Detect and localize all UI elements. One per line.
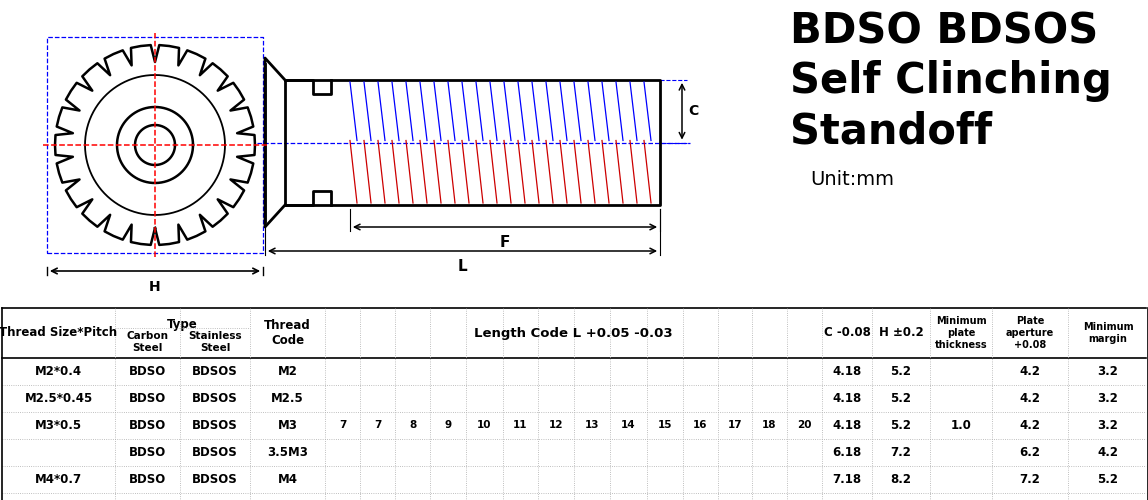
Text: H ±0.2: H ±0.2 <box>878 326 923 340</box>
Text: BDSOS: BDSOS <box>192 392 238 405</box>
Text: M2.5: M2.5 <box>271 392 304 405</box>
Text: F: F <box>499 235 510 250</box>
Text: 7.18: 7.18 <box>832 473 861 486</box>
Text: 5.2: 5.2 <box>891 419 912 432</box>
Text: Thread Size*Pitch: Thread Size*Pitch <box>0 326 117 340</box>
Text: 4.18: 4.18 <box>832 419 862 432</box>
Text: 7: 7 <box>339 420 347 430</box>
Text: 1.0: 1.0 <box>951 419 971 432</box>
Text: Standoff: Standoff <box>790 110 992 152</box>
Text: 5.2: 5.2 <box>891 365 912 378</box>
Text: 7.2: 7.2 <box>891 446 912 459</box>
Text: 18: 18 <box>762 420 777 430</box>
Text: M3: M3 <box>278 419 297 432</box>
Text: 20: 20 <box>797 420 812 430</box>
Text: BDSOS: BDSOS <box>192 473 238 486</box>
Text: C: C <box>688 104 698 118</box>
Text: 7: 7 <box>374 420 381 430</box>
Text: Thread
Code: Thread Code <box>264 319 311 347</box>
Text: L: L <box>458 259 467 274</box>
Text: C -0.08: C -0.08 <box>823 326 870 340</box>
Text: M2: M2 <box>278 365 297 378</box>
Text: M2.5*0.45: M2.5*0.45 <box>24 392 93 405</box>
Text: BDSO: BDSO <box>129 446 166 459</box>
Text: Minimum
margin: Minimum margin <box>1083 322 1133 344</box>
Text: 3.2: 3.2 <box>1097 419 1118 432</box>
Text: 13: 13 <box>584 420 599 430</box>
Text: 9: 9 <box>444 420 451 430</box>
Text: 6.2: 6.2 <box>1019 446 1040 459</box>
Text: 16: 16 <box>693 420 708 430</box>
Text: 5.2: 5.2 <box>891 392 912 405</box>
Text: 10: 10 <box>478 420 491 430</box>
Text: 5.2: 5.2 <box>1097 473 1118 486</box>
Text: 3.2: 3.2 <box>1097 392 1118 405</box>
Text: 14: 14 <box>621 420 636 430</box>
Text: BDSO: BDSO <box>129 392 166 405</box>
Text: M4: M4 <box>278 473 297 486</box>
Text: 4.2: 4.2 <box>1097 446 1118 459</box>
Text: 3.5M3: 3.5M3 <box>267 446 308 459</box>
Text: 8.2: 8.2 <box>891 473 912 486</box>
Text: 4.18: 4.18 <box>832 365 862 378</box>
Text: 4.2: 4.2 <box>1019 392 1040 405</box>
Text: BDSOS: BDSOS <box>192 419 238 432</box>
Text: Carbon
Steel: Carbon Steel <box>126 331 169 352</box>
Text: Length Code L +0.05 -0.03: Length Code L +0.05 -0.03 <box>474 326 673 340</box>
Text: BDSOS: BDSOS <box>192 365 238 378</box>
Text: BDSOS: BDSOS <box>192 446 238 459</box>
Text: Self Clinching: Self Clinching <box>790 60 1112 102</box>
Text: 12: 12 <box>549 420 564 430</box>
Text: M4*0.7: M4*0.7 <box>34 473 82 486</box>
Text: Plate
aperture
+0.08: Plate aperture +0.08 <box>1006 316 1054 350</box>
Text: BDSO: BDSO <box>129 419 166 432</box>
Text: H: H <box>149 280 161 294</box>
Text: 15: 15 <box>658 420 673 430</box>
Text: 8: 8 <box>409 420 416 430</box>
Text: BDSO: BDSO <box>129 473 166 486</box>
Text: 6.18: 6.18 <box>832 446 862 459</box>
Text: 7.2: 7.2 <box>1019 473 1040 486</box>
Text: BDSO: BDSO <box>129 365 166 378</box>
Text: 4.18: 4.18 <box>832 392 862 405</box>
Text: 17: 17 <box>728 420 743 430</box>
Text: Minimum
plate
thickness: Minimum plate thickness <box>934 316 987 350</box>
Text: 3.2: 3.2 <box>1097 365 1118 378</box>
Text: Stainless
Steel: Stainless Steel <box>188 331 242 352</box>
Text: Type: Type <box>168 318 197 331</box>
Text: 4.2: 4.2 <box>1019 365 1040 378</box>
Text: BDSO BDSOS: BDSO BDSOS <box>790 10 1099 52</box>
Text: 11: 11 <box>513 420 528 430</box>
Text: Unit:mm: Unit:mm <box>810 170 894 189</box>
Text: M3*0.5: M3*0.5 <box>34 419 82 432</box>
Text: M2*0.4: M2*0.4 <box>34 365 82 378</box>
Text: 4.2: 4.2 <box>1019 419 1040 432</box>
